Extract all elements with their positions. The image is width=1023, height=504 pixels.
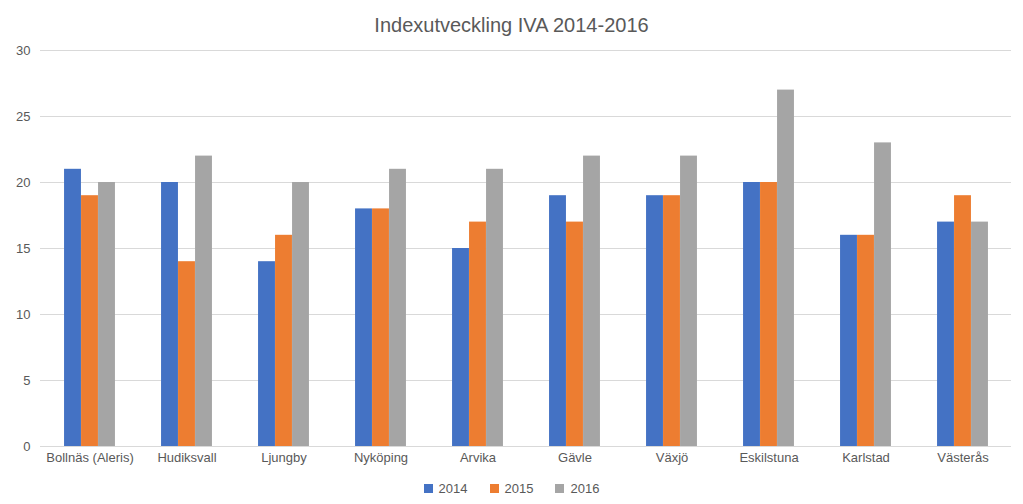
svg-text:Hudiksvall: Hudiksvall — [157, 450, 216, 465]
svg-text:5: 5 — [23, 373, 30, 388]
svg-text:Gävle: Gävle — [558, 450, 592, 465]
svg-text:Växjö: Växjö — [656, 450, 689, 465]
html-text:Indexutveckling IVA 2014-2016: Indexutveckling IVA 2014-2016 — [374, 14, 649, 36]
svg-text:Västerås: Västerås — [937, 450, 989, 465]
svg-text:20: 20 — [16, 175, 30, 190]
svg-text:Ljungby: Ljungby — [261, 450, 307, 465]
html-text:2015: 2015 — [504, 480, 534, 496]
svg-text:10: 10 — [16, 307, 30, 322]
html-text:2014: 2014 — [438, 480, 468, 496]
svg-text:15: 15 — [16, 241, 30, 256]
svg-text:Karlstad: Karlstad — [842, 450, 890, 465]
svg-text:25: 25 — [16, 109, 30, 124]
svg-text:Eskilstuna: Eskilstuna — [739, 450, 799, 465]
svg-text:0: 0 — [23, 439, 30, 454]
svg-text:30: 30 — [16, 43, 30, 58]
svg-text:Arvika: Arvika — [460, 450, 497, 465]
html-text:2016: 2016 — [570, 480, 600, 496]
svg-text:Nyköping: Nyköping — [354, 450, 408, 465]
svg-text:Bollnäs (Aleris): Bollnäs (Aleris) — [46, 450, 133, 465]
